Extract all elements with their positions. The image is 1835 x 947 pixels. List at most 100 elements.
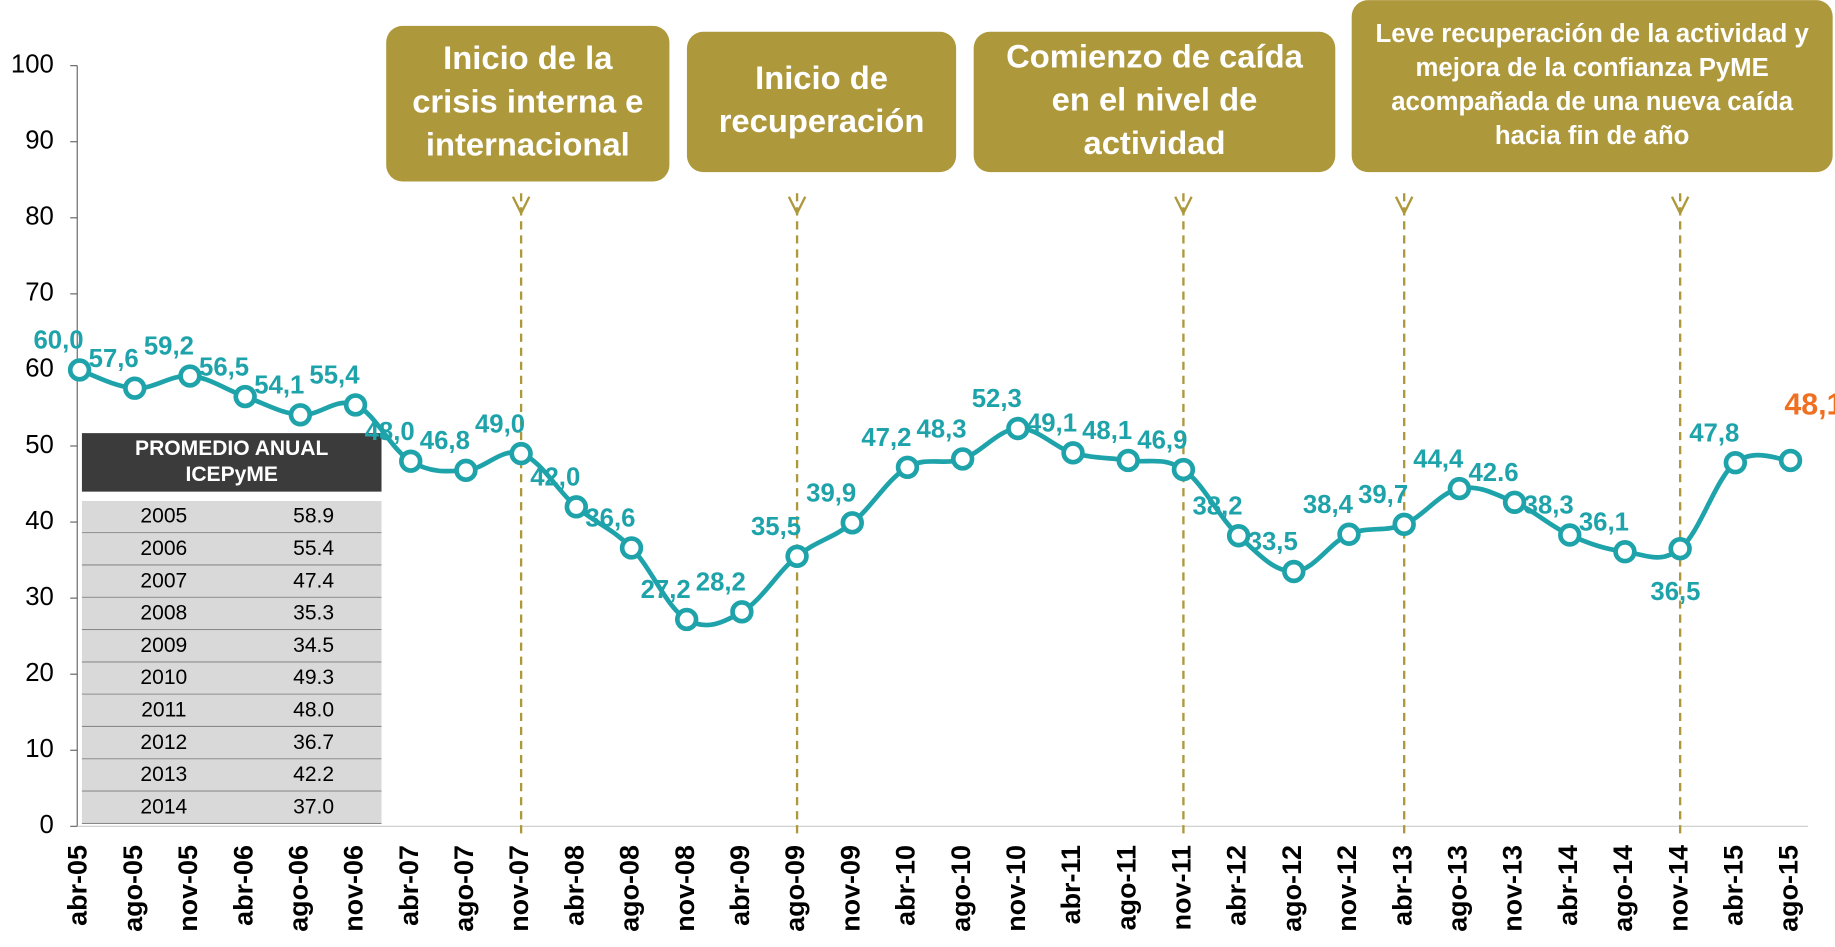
data-label: 36,5 bbox=[1650, 578, 1700, 606]
point bbox=[67, 358, 92, 382]
annotation-text: acompañada de una nueva caída bbox=[1391, 88, 1794, 116]
table-cell: 34.5 bbox=[293, 634, 334, 657]
y-tick-label: 20 bbox=[25, 659, 54, 687]
table-cell: 37.0 bbox=[293, 795, 334, 818]
point bbox=[343, 393, 368, 417]
table-row-bg bbox=[81, 533, 382, 565]
data-label: 33,5 bbox=[1248, 528, 1298, 556]
annotation-text: hacia fin de año bbox=[1495, 122, 1689, 150]
point bbox=[785, 544, 809, 569]
point bbox=[1061, 441, 1085, 465]
data-label: 36,1 bbox=[1579, 508, 1629, 536]
annotation-arrow bbox=[787, 196, 807, 216]
annotation-box bbox=[1351, 0, 1833, 173]
table-cell: 48.0 bbox=[293, 699, 334, 722]
table-cell: 47.4 bbox=[293, 569, 334, 592]
data-label: 60,0 bbox=[33, 327, 83, 355]
data-label: 49,1 bbox=[1027, 410, 1077, 438]
annotation-box bbox=[973, 31, 1336, 173]
data-label: 46,8 bbox=[420, 427, 470, 455]
data-label: 36,6 bbox=[585, 505, 635, 533]
data-label: 38,2 bbox=[1192, 492, 1242, 520]
table-cell: 35.3 bbox=[293, 602, 334, 625]
annotation-text: mejora de la confianza PyME bbox=[1416, 54, 1769, 82]
x-tick-label: ago-12 bbox=[1277, 845, 1307, 932]
annotation-box bbox=[386, 25, 670, 182]
data-label: 47,2 bbox=[861, 424, 911, 452]
table-cell: 55.4 bbox=[293, 537, 334, 560]
x-tick-label: abr-14 bbox=[1553, 845, 1583, 926]
table-cell: 2005 bbox=[140, 505, 187, 528]
annotation-text: internacional bbox=[426, 126, 630, 163]
point bbox=[1613, 540, 1637, 564]
y-tick-label: 30 bbox=[25, 583, 54, 611]
x-tick-label: abr-13 bbox=[1387, 845, 1417, 926]
annotation-arrow bbox=[1174, 196, 1193, 216]
data-label: 59,2 bbox=[144, 333, 194, 361]
table-row-bg bbox=[81, 727, 382, 759]
data-label: 38,4 bbox=[1303, 491, 1354, 519]
point bbox=[233, 384, 257, 409]
y-tick-label: 60 bbox=[25, 355, 54, 383]
x-tick-label: nov-07 bbox=[504, 845, 534, 932]
x-tick-label: nov-08 bbox=[670, 845, 700, 932]
point bbox=[895, 455, 920, 480]
data-label: 48,1 bbox=[1082, 417, 1132, 445]
table-cell: 2009 bbox=[140, 634, 187, 657]
table-row-bg bbox=[81, 694, 382, 726]
point bbox=[564, 495, 589, 519]
data-label: 56,5 bbox=[199, 353, 249, 381]
data-label: 47,8 bbox=[1689, 419, 1739, 447]
point bbox=[454, 458, 478, 483]
point bbox=[399, 449, 423, 473]
data-label: 46,9 bbox=[1137, 426, 1187, 454]
point bbox=[1558, 523, 1582, 547]
x-tick-label: nov-11 bbox=[1167, 845, 1197, 930]
table-cell: 2010 bbox=[140, 666, 187, 689]
data-label: 48,0 bbox=[365, 418, 415, 446]
x-tick-label: ago-05 bbox=[118, 845, 148, 932]
table-cell: 2011 bbox=[141, 699, 186, 722]
table-row-bg bbox=[81, 630, 382, 662]
point bbox=[178, 364, 202, 388]
data-label: 44,4 bbox=[1413, 445, 1464, 473]
x-tick-label: ago-10 bbox=[946, 845, 976, 932]
table-cell: 36.7 bbox=[293, 731, 334, 754]
data-label: 49,0 bbox=[475, 410, 525, 438]
x-tick-label: ago-11 bbox=[1111, 845, 1141, 930]
point bbox=[288, 403, 313, 427]
x-tick-label: ago-09 bbox=[780, 845, 810, 932]
x-tick-label: nov-09 bbox=[835, 845, 865, 932]
y-tick-label: 40 bbox=[25, 507, 54, 535]
point bbox=[1226, 524, 1251, 548]
table-cell: 42.2 bbox=[293, 763, 334, 786]
x-tick-label: nov-06 bbox=[339, 845, 369, 932]
data-label: 48,3 bbox=[917, 416, 967, 444]
table-cell: 49.3 bbox=[293, 666, 334, 689]
table-cell: 2012 bbox=[140, 731, 187, 754]
table-cell: 2008 bbox=[140, 602, 187, 625]
data-label: 42,0 bbox=[530, 464, 580, 492]
table-cell: 2013 bbox=[140, 763, 187, 786]
annotation-text: Leve recuperación de la actividad y bbox=[1375, 20, 1809, 48]
point bbox=[1282, 559, 1306, 584]
table-row-bg bbox=[81, 597, 382, 630]
annotation-text: recuperación bbox=[719, 102, 925, 139]
data-label: 35,5 bbox=[751, 513, 801, 541]
table-cell: 58.9 bbox=[293, 505, 334, 528]
point bbox=[1502, 490, 1527, 514]
x-tick-label: abr-07 bbox=[394, 845, 424, 926]
annotation-box bbox=[686, 31, 957, 173]
point bbox=[1447, 476, 1472, 501]
annotation-arrow bbox=[1394, 196, 1414, 216]
table-cell: 2006 bbox=[140, 537, 187, 560]
point bbox=[1006, 416, 1030, 441]
point bbox=[730, 600, 754, 624]
x-tick-label: ago-13 bbox=[1442, 845, 1472, 932]
table-cell: 2014 bbox=[140, 795, 187, 818]
x-tick-label: abr-09 bbox=[725, 845, 755, 926]
point bbox=[509, 441, 533, 466]
table-row-bg bbox=[81, 759, 382, 791]
data-label: 48,1 bbox=[1784, 388, 1835, 422]
